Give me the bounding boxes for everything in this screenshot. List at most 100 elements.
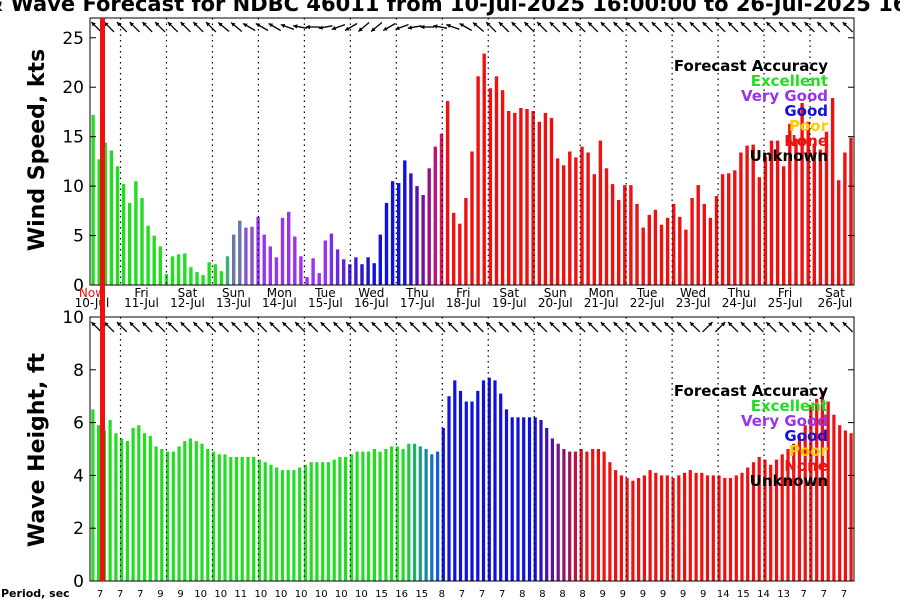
wind-bar — [299, 256, 303, 285]
period-value: 10 — [275, 589, 288, 600]
direction-arrowhead — [830, 22, 835, 27]
day-label-dow: Tue — [636, 286, 658, 300]
period-value: 7 — [479, 589, 485, 600]
wind-bar — [140, 198, 144, 285]
wave-bar — [407, 443, 411, 581]
direction-arrowhead — [433, 24, 438, 29]
direction-arrowhead — [358, 27, 363, 32]
wave-bar — [418, 446, 422, 581]
wave-bar — [614, 470, 618, 581]
wave-bar — [378, 451, 382, 581]
wave-plot-frame — [89, 316, 855, 582]
wind-bar — [745, 145, 749, 285]
period-value: 7 — [801, 589, 807, 600]
wind-bar — [617, 200, 621, 285]
period-value: 9 — [177, 589, 183, 600]
legend-item: Unknown — [750, 472, 828, 490]
period-value: 10 — [194, 589, 207, 600]
wave-bar — [430, 454, 434, 581]
wave-bar — [550, 438, 554, 581]
wind-bar — [335, 249, 340, 285]
wave-bar — [832, 414, 836, 581]
day-label-dow: Sun — [222, 286, 245, 300]
wave-direction-arrows — [90, 321, 854, 333]
direction-arrowhead — [651, 322, 656, 327]
wind-bar — [189, 267, 193, 285]
wave-bar — [596, 449, 600, 581]
wave-bar — [458, 390, 463, 581]
direction-arrowhead — [842, 322, 847, 327]
wind-bar — [109, 150, 114, 285]
wind-bar — [604, 168, 609, 285]
direction-arrowhead — [293, 24, 298, 29]
wave-y-axis-label: Wave Height, ft — [25, 352, 50, 547]
wave-bar — [751, 462, 756, 581]
wind-bar — [574, 157, 578, 285]
period-value: 10 — [295, 589, 308, 600]
wave-bar — [608, 462, 612, 581]
period-value: 9 — [620, 589, 626, 600]
legend-item: Unknown — [750, 147, 828, 165]
direction-arrowhead — [180, 22, 185, 27]
wind-bar — [158, 246, 162, 285]
now-marker — [100, 18, 105, 581]
period-value: 8 — [519, 589, 525, 600]
wave-bar — [637, 478, 641, 581]
direction-arrowhead — [575, 22, 580, 27]
wind-bar — [329, 233, 334, 285]
wind-bar — [507, 111, 511, 285]
direction-arrowhead — [562, 322, 567, 327]
period-value: 9 — [660, 589, 666, 600]
period-value: 13 — [777, 589, 790, 600]
wind-bar — [244, 227, 248, 285]
period-value: 15 — [737, 589, 750, 600]
direction-arrowhead — [677, 322, 682, 327]
day-label-date: 13-Jul — [216, 296, 251, 310]
direction-arrowhead — [779, 322, 784, 327]
wind-bar — [635, 203, 639, 285]
wave-bar — [602, 451, 606, 581]
wind-bar — [659, 224, 664, 285]
wave-bar — [533, 417, 537, 581]
wind-bar — [494, 76, 499, 285]
direction-arrowhead — [358, 322, 364, 327]
wave-bar — [143, 433, 147, 581]
wave-bar — [125, 441, 129, 581]
wind-bar — [653, 209, 658, 285]
period-value: 15 — [415, 589, 428, 600]
direction-arrowhead — [600, 322, 606, 327]
wave-bar — [280, 470, 285, 581]
y-tick-label: 6 — [73, 414, 84, 434]
wave-bar — [786, 449, 790, 581]
wave-bar — [263, 462, 267, 581]
legend-item: Excellent — [751, 72, 828, 90]
direction-arrowhead — [511, 322, 516, 327]
wave-bar — [476, 390, 480, 581]
wave-bar — [97, 425, 101, 581]
wave-bar — [711, 475, 715, 581]
period-value: 9 — [680, 589, 686, 600]
wave-bar — [246, 456, 250, 581]
direction-arrowhead — [320, 322, 325, 327]
direction-arrowhead — [218, 322, 224, 327]
wave-bar — [298, 467, 302, 581]
wind-bar — [586, 152, 590, 285]
legend-item: None — [784, 457, 828, 475]
wave-bar — [562, 449, 566, 581]
direction-arrowhead — [588, 322, 593, 327]
wind-bar — [287, 211, 291, 285]
wind-bar — [555, 158, 560, 285]
wind-bar — [427, 168, 431, 285]
direction-arrowhead — [218, 22, 223, 27]
wave-bar — [568, 451, 572, 581]
wave-bar — [137, 425, 141, 581]
wind-bar — [134, 181, 138, 285]
wind-bar — [403, 160, 407, 285]
wave-y-ticks: 0 2 4 6 8 10 — [62, 308, 854, 592]
y-tick-label: 10 — [62, 177, 84, 197]
direction-arrowhead — [651, 22, 656, 27]
wave-bar — [240, 456, 244, 581]
legend-item: None — [784, 132, 828, 150]
wind-bar — [843, 152, 847, 285]
day-label-dow: Sat — [825, 286, 845, 300]
